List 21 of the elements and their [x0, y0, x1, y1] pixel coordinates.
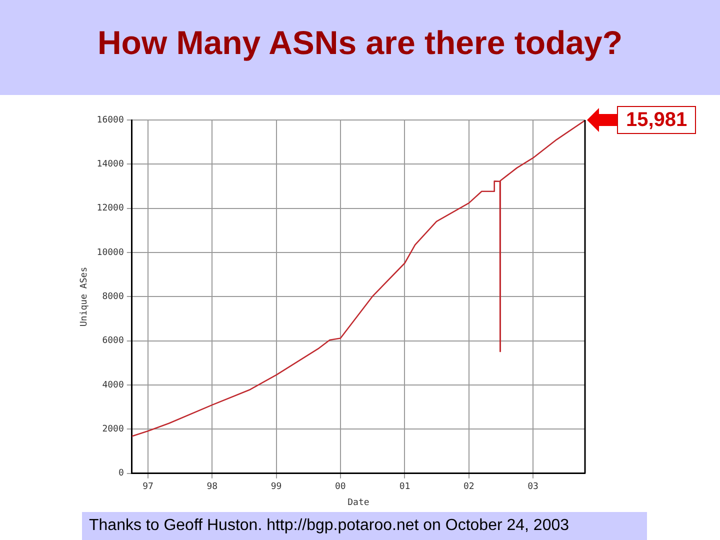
y-tick-label: 10000 [96, 248, 124, 258]
y-axis-title: Unique ASes [80, 266, 90, 327]
y-tick-label: 2000 [102, 424, 124, 435]
x-tick-label: 01 [399, 482, 410, 492]
y-tick-label: 14000 [96, 160, 124, 170]
x-tick-label: 98 [206, 482, 218, 492]
y-tick-label: 16000 [96, 115, 124, 126]
chart-title: How Many ASNs are there today? [96, 24, 624, 62]
y-tick-label: 6000 [102, 336, 124, 346]
y-tick-label: 0 [118, 468, 124, 479]
x-tick-label: 00 [335, 482, 346, 492]
x-axis-title: Date [348, 498, 370, 508]
x-tick-label: 99 [270, 482, 282, 492]
x-tick-label: 03 [528, 482, 538, 492]
y-tick-label: 4000 [102, 380, 124, 390]
annotation: 15,981 [617, 106, 696, 134]
y-tick-label: 12000 [96, 204, 124, 214]
y-tick-label: 8000 [102, 292, 124, 302]
x-tick-label: 97 [142, 482, 154, 492]
text: Thanks to Geoff Huston. http://bgp.potaroo.net on October 24, 2003 [82, 512, 647, 540]
x-tick-label: 02 [463, 482, 474, 492]
